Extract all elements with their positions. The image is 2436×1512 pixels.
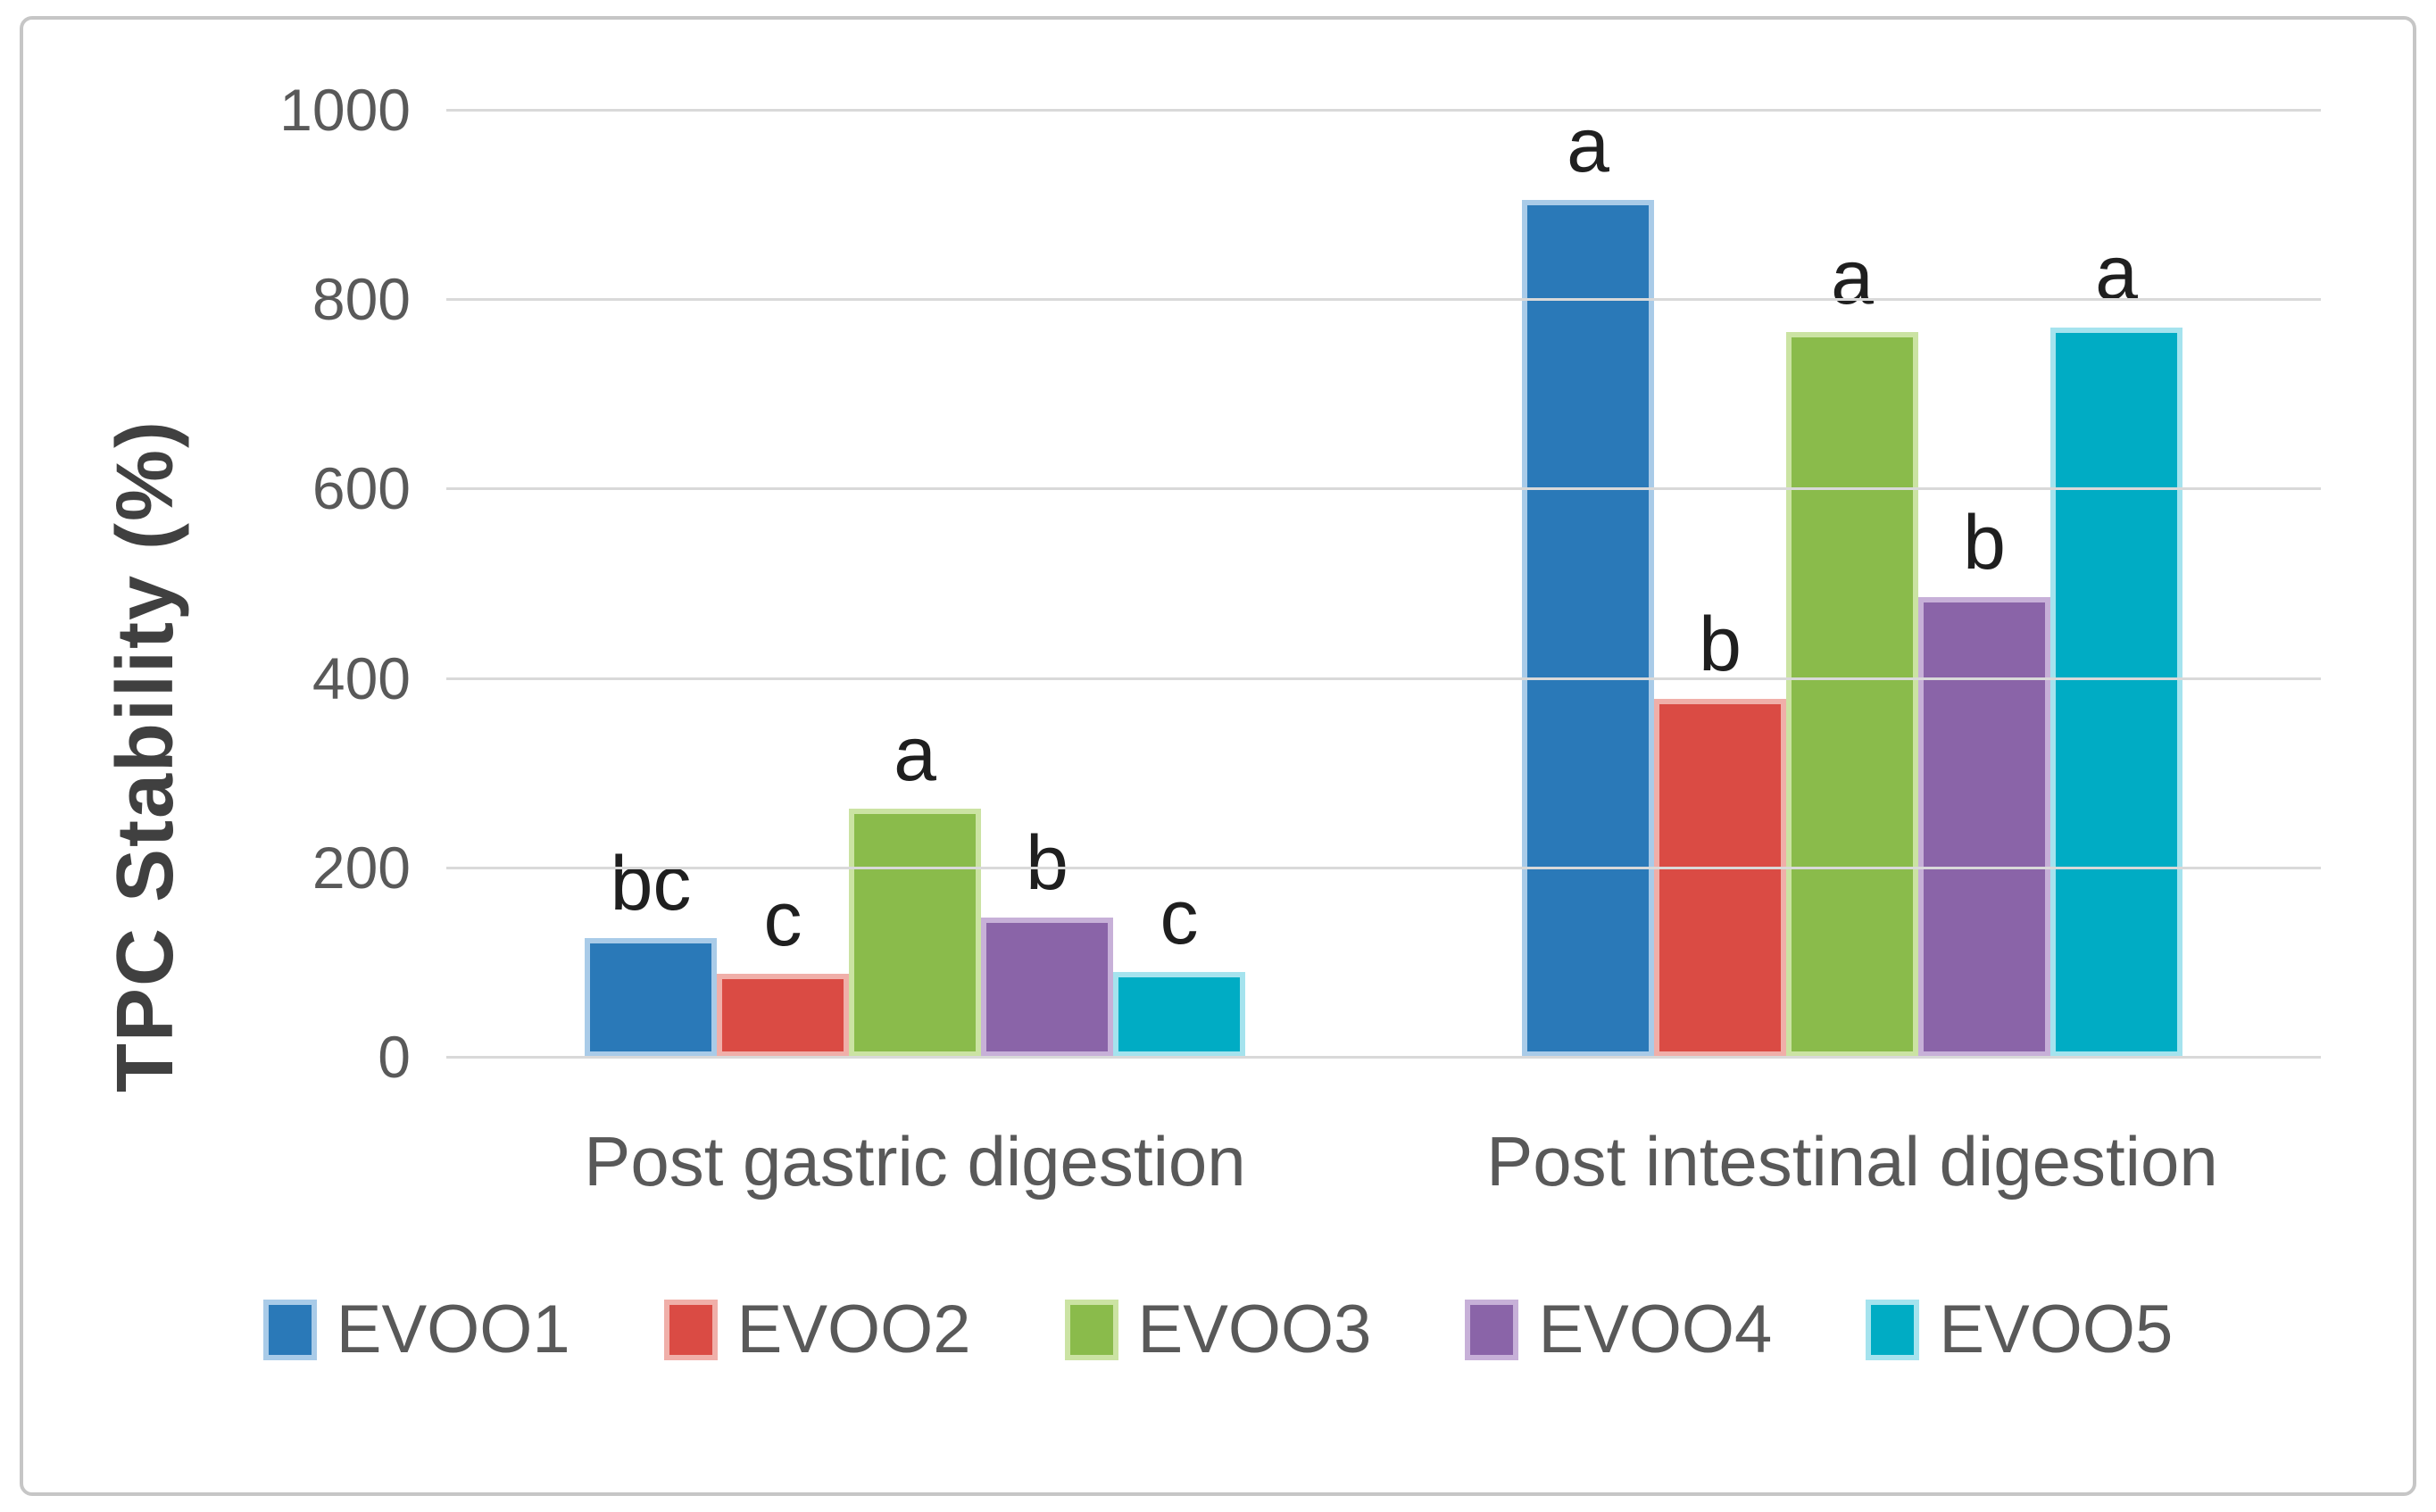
y-axis-tick-label-200: 200	[312, 834, 411, 901]
legend-item-evoo5: EVOO5	[1866, 1296, 2173, 1364]
y-axis-tick-label-400: 400	[312, 644, 411, 711]
legend-marker-evoo5	[1866, 1300, 1920, 1360]
legend-label: EVOO5	[1939, 1292, 2174, 1367]
category-label-post-gastric: Post gastric digestion	[584, 1122, 1246, 1200]
bar-evoo5-cat1: c	[1113, 879, 1245, 1057]
gridline-1000	[446, 109, 2321, 112]
significance-letter: bc	[610, 841, 692, 927]
bar-evoo1-cat2: a	[1522, 107, 1654, 1057]
bar-evoo5-cat2: a	[2050, 235, 2182, 1057]
legend-label: EVOO1	[336, 1292, 570, 1367]
bar-evoo2-cat1: c	[717, 881, 849, 1057]
bar-evoo3-cat1: a	[849, 716, 981, 1057]
legend-marker-evoo1	[262, 1300, 317, 1360]
plot-area: bc c a b c a b a b a	[446, 107, 2321, 1059]
x-axis-category-labels: Post gastric digestion Post intestinal d…	[446, 1121, 2321, 1202]
legend-label: EVOO4	[1538, 1292, 1773, 1367]
legend-marker-evoo4	[1465, 1300, 1519, 1360]
significance-letter: b	[1699, 601, 1742, 687]
significance-letter: b	[1963, 500, 2006, 586]
bar-evoo1-cat1: bc	[585, 845, 717, 1057]
legend-item-evoo1: EVOO1	[262, 1292, 570, 1367]
gridline-400	[446, 677, 2321, 680]
legend-marker-evoo2	[663, 1300, 718, 1360]
significance-letter: a	[894, 711, 936, 798]
gridline-0	[446, 1056, 2321, 1059]
legend: EVOO1 EVOO2 EVOO3 EVOO4 EVOO5	[0, 1296, 2436, 1364]
category-label-post-intestinal: Post intestinal digestion	[1486, 1122, 2218, 1200]
legend-item-evoo4: EVOO4	[1465, 1296, 1772, 1364]
significance-letter: c	[1160, 874, 1199, 960]
bar-evoo4-cat2: b	[1918, 504, 2050, 1057]
significance-letter: c	[763, 876, 802, 962]
y-axis-tick-label-0: 0	[378, 1024, 411, 1090]
y-axis-tick-label-800: 800	[312, 266, 411, 333]
significance-letter: a	[1567, 102, 1609, 188]
bar-evoo4-cat1: b	[981, 825, 1113, 1057]
gridline-200	[446, 866, 2321, 869]
y-axis-tick-labels: 1000 800 600 400 200 0	[116, 77, 411, 1090]
bars-row: bc c a b c	[446, 110, 1384, 1057]
y-axis-tick-label-1000: 1000	[279, 77, 411, 143]
legend-item-evoo2: EVOO2	[663, 1292, 971, 1367]
legend-marker-evoo3	[1064, 1300, 1118, 1360]
legend-item-evoo3: EVOO3	[1064, 1292, 1372, 1367]
y-axis-tick-label-600: 600	[312, 455, 411, 522]
bar-evoo2-cat2: b	[1654, 606, 1786, 1057]
gridline-800	[446, 298, 2321, 302]
gridline-600	[446, 487, 2321, 491]
legend-label: EVOO2	[736, 1292, 971, 1367]
bar-evoo3-cat2: a	[1786, 239, 1918, 1057]
legend-label: EVOO3	[1137, 1292, 1372, 1367]
significance-letter: a	[1831, 235, 1874, 321]
bar-groups: bc c a b c a b a b a	[446, 107, 2321, 1057]
significance-letter: b	[1026, 820, 1068, 907]
category-group-1: bc c a b c	[446, 110, 1384, 1057]
